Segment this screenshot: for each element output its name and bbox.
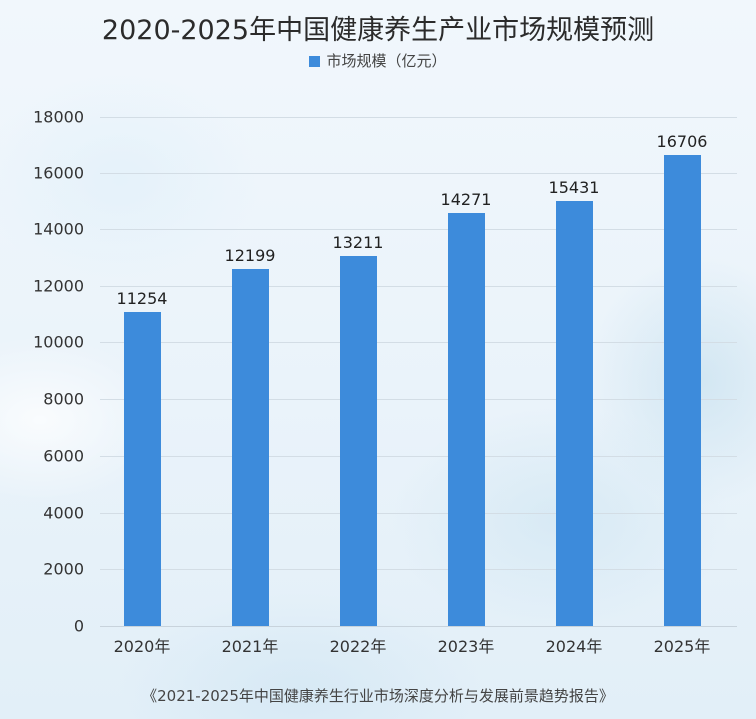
gridline-16000	[100, 173, 737, 174]
bar-value-label: 13211	[332, 233, 384, 252]
gridline-2000	[100, 569, 737, 570]
y-tick: 10000	[33, 332, 84, 352]
legend-label: 市场规模（亿元）	[326, 52, 447, 70]
y-tick: 18000	[33, 107, 84, 127]
legend: 市场规模（亿元）	[0, 50, 756, 71]
gridline-12000	[100, 286, 737, 287]
y-tick: 14000	[33, 219, 84, 239]
bar-2023	[448, 213, 485, 626]
x-tick: 2025年	[653, 637, 711, 656]
gridline-10000	[100, 342, 737, 343]
x-tick: 2021年	[221, 637, 279, 656]
chart-title: 2020-2025年中国健康养生产业市场规模预测	[101, 15, 655, 46]
x-tick: 2020年	[113, 637, 171, 656]
bar-2022	[340, 256, 377, 626]
y-tick: 6000	[43, 446, 84, 466]
bar-2020	[124, 312, 161, 626]
y-tick: 12000	[33, 276, 84, 296]
gridline-18000	[100, 117, 737, 118]
y-tick: 0	[73, 616, 84, 636]
bar-value-label: 14271	[440, 190, 492, 209]
bar-value-label: 11254	[116, 289, 168, 308]
x-tick: 2022年	[329, 637, 387, 656]
x-tick: 2023年	[437, 637, 495, 656]
x-tick: 2024年	[545, 637, 603, 656]
y-tick: 2000	[43, 559, 84, 579]
y-tick: 8000	[43, 389, 84, 409]
legend-swatch-icon	[309, 56, 321, 67]
gridline-14000	[100, 229, 737, 230]
x-axis-baseline	[100, 626, 737, 627]
bar-2025	[664, 155, 701, 626]
bar-value-label: 16706	[656, 132, 708, 151]
gridline-6000	[100, 456, 737, 457]
bar-2024	[556, 201, 593, 626]
gridline-4000	[100, 513, 737, 514]
y-tick: 4000	[43, 503, 84, 523]
bar-2021	[232, 269, 269, 626]
gridline-8000	[100, 399, 737, 400]
source-note: 《2021-2025年中国健康养生行业市场深度分析与发展前景趋势报告》	[142, 687, 614, 705]
y-tick: 16000	[33, 163, 84, 183]
bar-value-label: 12199	[224, 246, 276, 265]
bar-value-label: 15431	[548, 178, 600, 197]
